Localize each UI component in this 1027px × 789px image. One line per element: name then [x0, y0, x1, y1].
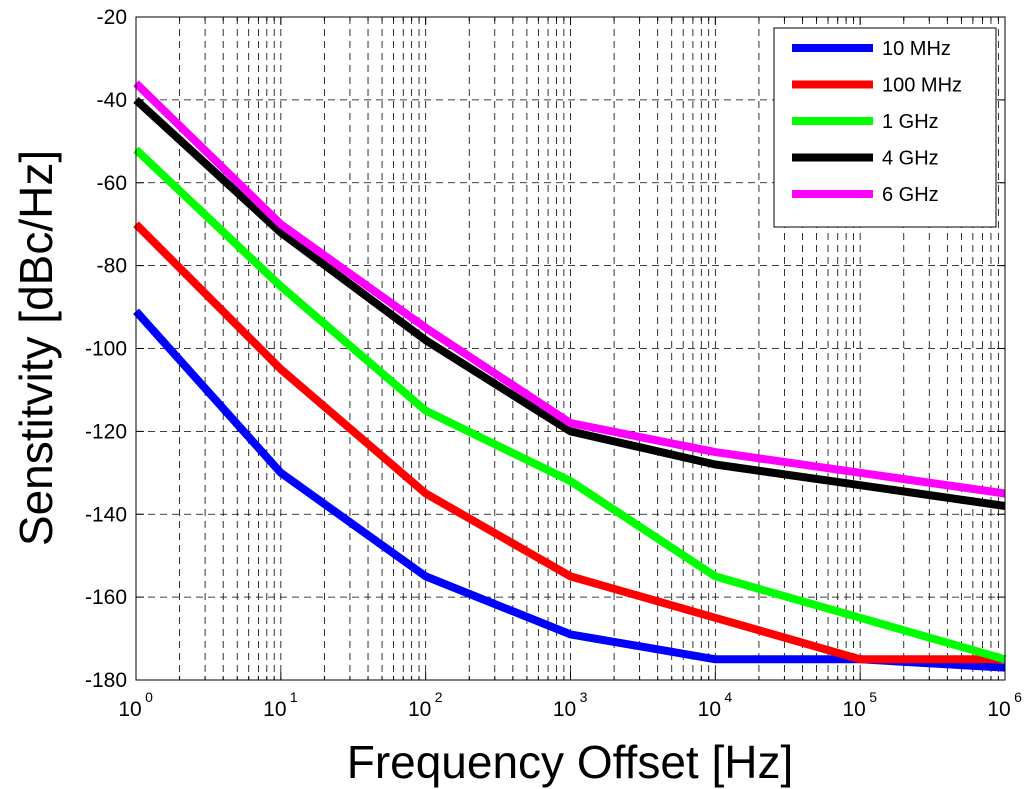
y-axis-title: Senstitvity [dBc/Hz]	[10, 150, 62, 546]
y-tick-label: -20	[97, 6, 127, 29]
x-tick-label: 10	[408, 698, 431, 721]
x-tick-exponent: 0	[145, 689, 153, 705]
x-tick-label: 10	[118, 698, 141, 721]
x-tick-exponent: 3	[580, 689, 588, 705]
y-tick-label: -120	[85, 420, 127, 443]
x-tick-exponent: 1	[290, 689, 298, 705]
x-tick-exponent: 6	[1014, 689, 1022, 705]
y-tick-label: -80	[97, 255, 127, 278]
x-tick-exponent: 4	[724, 689, 732, 705]
legend-label-4-ghz: 4 GHz	[882, 148, 939, 170]
legend-label-6-ghz: 6 GHz	[882, 184, 939, 206]
x-tick-label: 10	[263, 698, 286, 721]
y-tick-label: -140	[85, 503, 127, 526]
x-tick-label: 10	[842, 698, 865, 721]
y-tick-label: -180	[85, 669, 127, 692]
legend: 10 MHz 100 MHz 1 GHz 4 GHz 6 GHz	[773, 27, 997, 228]
x-tick-label: 10	[698, 698, 721, 721]
y-tick-labels: -20 -40 -60 -80 -100 -120 -140 -160 -180	[85, 6, 127, 692]
axis-ticks	[136, 16, 1005, 681]
x-tick-label: 10	[987, 698, 1010, 721]
y-tick-label: -100	[85, 338, 127, 361]
legend-items: 10 MHz 100 MHz 1 GHz 4 GHz 6 GHz	[792, 38, 962, 206]
series-lines	[133, 80, 1007, 672]
y-tick-label: -40	[97, 89, 127, 112]
series-line-1-ghz	[133, 146, 1007, 664]
y-tick-label: -160	[85, 586, 127, 609]
legend-label-100-mhz: 100 MHz	[882, 75, 962, 97]
y-tick-label: -60	[97, 172, 127, 195]
series-line-100-mhz	[133, 221, 1005, 664]
legend-label-1-ghz: 1 GHz	[882, 111, 939, 133]
x-tick-label: 10	[553, 698, 576, 721]
legend-label-10-mhz: 10 MHz	[882, 38, 951, 60]
x-axis-title: Frequency Offset [Hz]	[347, 736, 794, 788]
x-tick-exponent: 2	[435, 689, 443, 705]
x-tick-exponent: 5	[869, 689, 877, 705]
series-line-6-ghz	[133, 80, 1006, 498]
series-line-4-ghz	[133, 96, 1006, 510]
